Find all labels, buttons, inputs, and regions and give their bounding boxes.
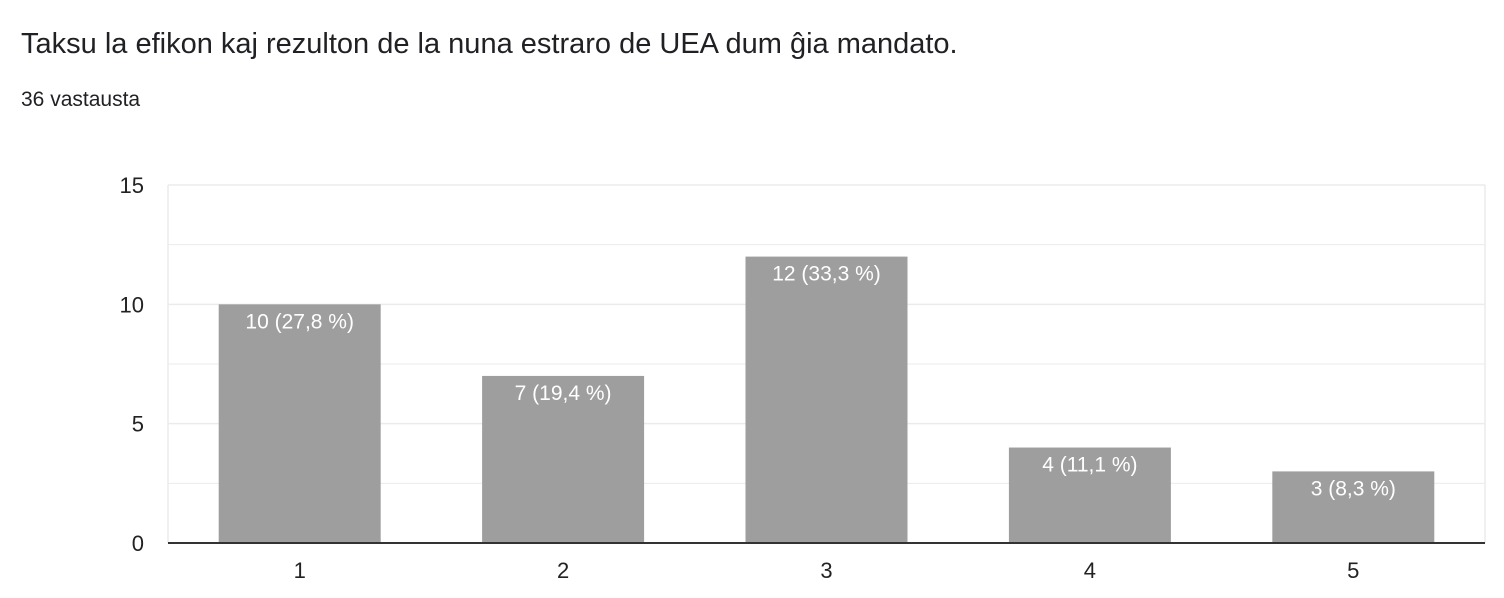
x-tick-label: 2 xyxy=(557,558,569,583)
y-tick-label: 5 xyxy=(132,412,144,437)
x-tick-label: 1 xyxy=(294,558,306,583)
bar-data-label: 7 (19,4 %) xyxy=(515,382,612,405)
bar xyxy=(1272,471,1435,543)
bar-data-label: 10 (27,8 %) xyxy=(245,310,354,333)
bar xyxy=(1008,447,1171,543)
chart-title: Taksu la efikon kaj rezulton de la nuna … xyxy=(21,28,958,60)
x-tick-label: 5 xyxy=(1347,558,1359,583)
bar xyxy=(745,256,908,543)
bar xyxy=(218,304,381,543)
y-tick-label: 15 xyxy=(120,173,144,198)
response-count: 36 vastausta xyxy=(21,88,141,111)
y-tick-label: 10 xyxy=(120,292,144,317)
x-tick-label: 4 xyxy=(1084,558,1096,583)
bar-data-label: 3 (8,3 %) xyxy=(1311,477,1396,500)
x-tick-label: 3 xyxy=(820,558,832,583)
bar-data-label: 4 (11,1 %) xyxy=(1042,454,1137,477)
bar-data-label: 12 (33,3 %) xyxy=(772,263,881,286)
bar xyxy=(482,375,645,543)
y-tick-label: 0 xyxy=(132,531,144,556)
